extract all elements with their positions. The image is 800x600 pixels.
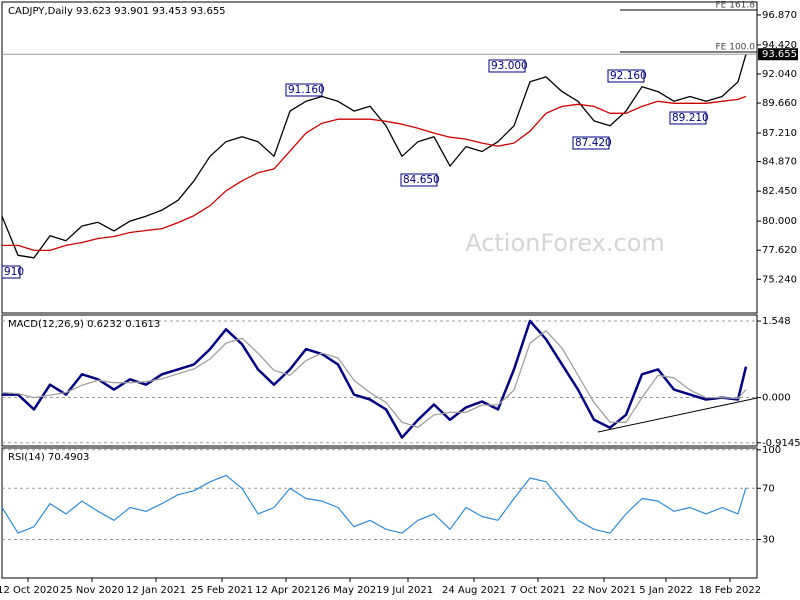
panel-title: RSI(14) 70.4903: [8, 452, 89, 463]
annotation-box: [488, 59, 526, 73]
panel-title: MACD(12,26,9) 0.6232 0.1613: [8, 319, 160, 330]
fe-label: FE 161.8: [716, 1, 756, 11]
x-tick-label: 12 Oct 2020: [0, 585, 59, 596]
annotation-label: 84.650: [403, 174, 440, 186]
annotation-label: 89.210: [672, 112, 709, 124]
annotation-box: [572, 136, 610, 150]
panel-title: CADJPY,Daily 93.623 93.901 93.453 93.655: [8, 6, 226, 17]
y-tick-label: 89.660: [762, 98, 797, 109]
y-tick-label: 96.870: [762, 10, 797, 21]
y-tick-label: 77.620: [762, 245, 797, 256]
last-price-box: [758, 48, 798, 61]
x-tick-label: 12 Apr 2021: [255, 585, 317, 596]
y-tick-label: 80.000: [762, 216, 797, 227]
x-tick-label: 12 Jan 2021: [126, 585, 186, 596]
x-tick-label: 24 Aug 2021: [442, 585, 506, 596]
y-tick-label: 30: [762, 535, 775, 546]
fe-label: FE 100.0: [716, 43, 756, 53]
x-tick-label: 26 May 2021: [317, 585, 382, 596]
y-tick-label: 100: [762, 445, 781, 456]
annotation-label: 91.160: [288, 84, 325, 96]
y-tick-label: 92.040: [762, 69, 797, 80]
x-tick-label: 7 Oct 2021: [510, 585, 565, 596]
x-tick-label: 9 Jul 2021: [383, 585, 433, 596]
series-line: [2, 95, 747, 252]
y-tick-label: 82.450: [762, 186, 797, 197]
annotation-label: 93.000: [491, 60, 528, 72]
annotation-box: [607, 69, 645, 83]
annotation-box: [669, 111, 707, 125]
last-price-label: 93.655: [762, 49, 797, 60]
trendline: [597, 397, 758, 433]
y-tick-label: 87.210: [762, 128, 797, 139]
y-tick-label: 0.000: [762, 393, 791, 404]
annotation-box: [400, 173, 438, 187]
series-line: [1, 474, 747, 534]
panel-frame: [1, 1, 758, 314]
y-tick-label: 1.548: [762, 316, 791, 327]
x-tick-label: 5 Jan 2022: [639, 585, 693, 596]
annotation-box: [285, 83, 323, 97]
annotation-box: [1, 265, 21, 279]
y-tick-label: 75.240: [762, 274, 797, 285]
y-tick-label: -0.9145: [762, 438, 800, 449]
series-line: [2, 319, 748, 439]
x-tick-label: 25 Feb 2021: [191, 585, 253, 596]
annotation-label: 910: [4, 266, 24, 278]
watermark: ActionForex.com: [465, 229, 665, 257]
y-tick-label: 84.870: [762, 157, 797, 168]
series-line: [1, 54, 747, 259]
series-line: [1, 330, 747, 428]
x-tick-label: 22 Nov 2021: [572, 585, 636, 596]
y-tick-label: 94.420: [762, 40, 797, 51]
annotation-label: 87.420: [575, 137, 612, 149]
panel-frame: [1, 447, 758, 579]
y-tick-label: 70: [762, 483, 775, 494]
panel-frame: [1, 314, 758, 447]
x-tick-label: 25 Nov 2020: [60, 585, 124, 596]
x-tick-label: 18 Feb 2022: [699, 585, 761, 596]
annotation-label: 92.160: [610, 70, 647, 82]
